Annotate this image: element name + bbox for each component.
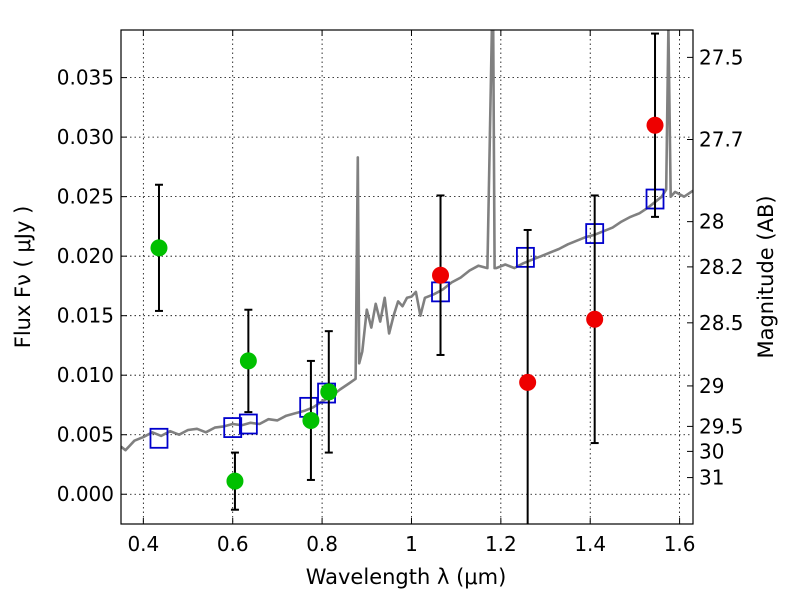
plot-frame bbox=[120, 29, 694, 525]
grid-lines bbox=[121, 30, 693, 524]
x-axis-title: Wavelength λ (μm) bbox=[306, 565, 507, 589]
observed-flux-point bbox=[226, 472, 244, 490]
y-tick-label: 0.035 bbox=[57, 66, 114, 90]
y-axis-title: Flux Fν ( μJy ) bbox=[11, 206, 35, 349]
plot-series bbox=[121, 30, 693, 524]
right-tick-label: 29.5 bbox=[699, 414, 744, 438]
right-tick-label: 28 bbox=[699, 210, 724, 234]
model-photometry-square bbox=[516, 246, 535, 268]
y-tick-label: 0.000 bbox=[57, 482, 114, 506]
right-axis-title: Magnitude (AB) bbox=[754, 195, 778, 358]
model-photometry-square bbox=[238, 413, 258, 435]
x-tick-label: 1.6 bbox=[664, 532, 696, 556]
x-tick-label: 1.2 bbox=[485, 532, 517, 556]
observed-flux-point bbox=[239, 352, 257, 370]
x-tick-label: 1.4 bbox=[574, 532, 606, 556]
model-photometry-square bbox=[223, 417, 243, 438]
right-tick-label: 30 bbox=[699, 439, 724, 463]
x-tick-label: 0.8 bbox=[306, 532, 338, 556]
right-tick-label: 27.5 bbox=[699, 45, 744, 69]
x-tick-label: 0.6 bbox=[217, 532, 249, 556]
right-tick-label: 31 bbox=[699, 466, 724, 490]
model-photometry-square bbox=[149, 427, 169, 449]
y-tick-label: 0.030 bbox=[57, 125, 114, 149]
observed-flux-point bbox=[586, 310, 604, 328]
y-tick-label: 0.010 bbox=[57, 363, 114, 387]
x-tick-label: 0.4 bbox=[127, 532, 159, 556]
observed-flux-point bbox=[302, 411, 320, 429]
right-tick-label: 29 bbox=[699, 374, 724, 398]
model-spectrum-line bbox=[121, 30, 693, 452]
observed-flux-point bbox=[646, 116, 664, 134]
right-tick-label: 27.7 bbox=[699, 128, 744, 152]
y-tick-label: 0.025 bbox=[57, 185, 114, 209]
clipped-series bbox=[121, 30, 693, 524]
x-tick-label: 1 bbox=[405, 532, 418, 556]
observed-flux-point bbox=[150, 239, 168, 257]
y-tick-label: 0.015 bbox=[57, 304, 114, 328]
observed-flux-point bbox=[432, 266, 450, 284]
axis-ticks: 0.4 0.6 0.8 1 1.2 1.4 1.6 0.000 0.005 0.010 0.015 0… bbox=[57, 30, 744, 556]
observed-flux-point bbox=[320, 383, 338, 401]
y-tick-label: 0.020 bbox=[57, 244, 114, 268]
y-tick-label: 0.005 bbox=[57, 423, 114, 447]
right-tick-label: 28.5 bbox=[699, 311, 744, 335]
observed-flux-point bbox=[519, 373, 537, 391]
right-tick-label: 28.2 bbox=[699, 255, 744, 279]
